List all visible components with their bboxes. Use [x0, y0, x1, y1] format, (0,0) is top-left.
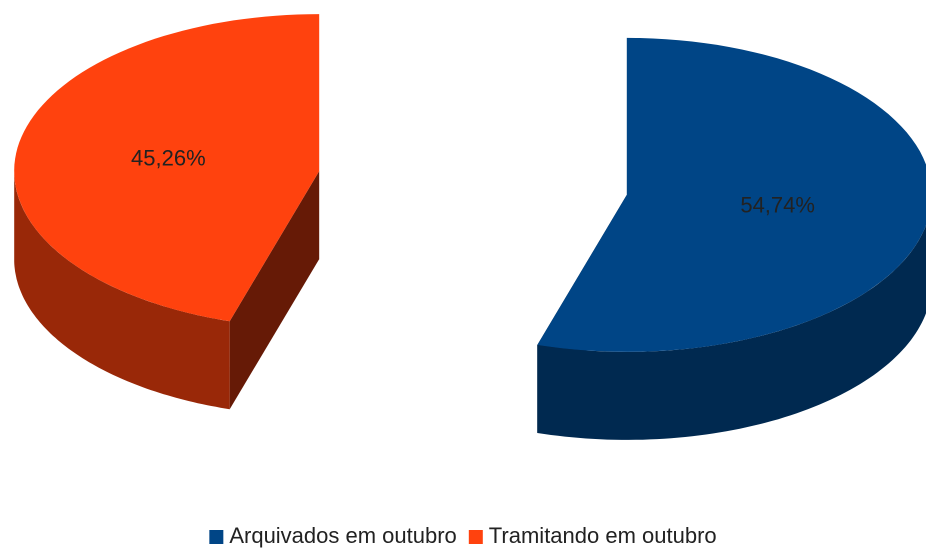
slice-side: [14, 171, 230, 410]
slice: [537, 37, 926, 352]
data-label: 54,74%: [740, 192, 815, 217]
legend-swatch: [209, 530, 224, 544]
legend-label: Tramitando em outubro: [489, 523, 717, 548]
slice-side: [537, 225, 926, 440]
data-label: 45,26%: [131, 145, 206, 170]
legend-label: Arquivados em outubro: [229, 523, 456, 548]
legend-swatch: [468, 530, 483, 544]
slice: [14, 14, 320, 322]
slice-cut-face: [229, 171, 320, 410]
